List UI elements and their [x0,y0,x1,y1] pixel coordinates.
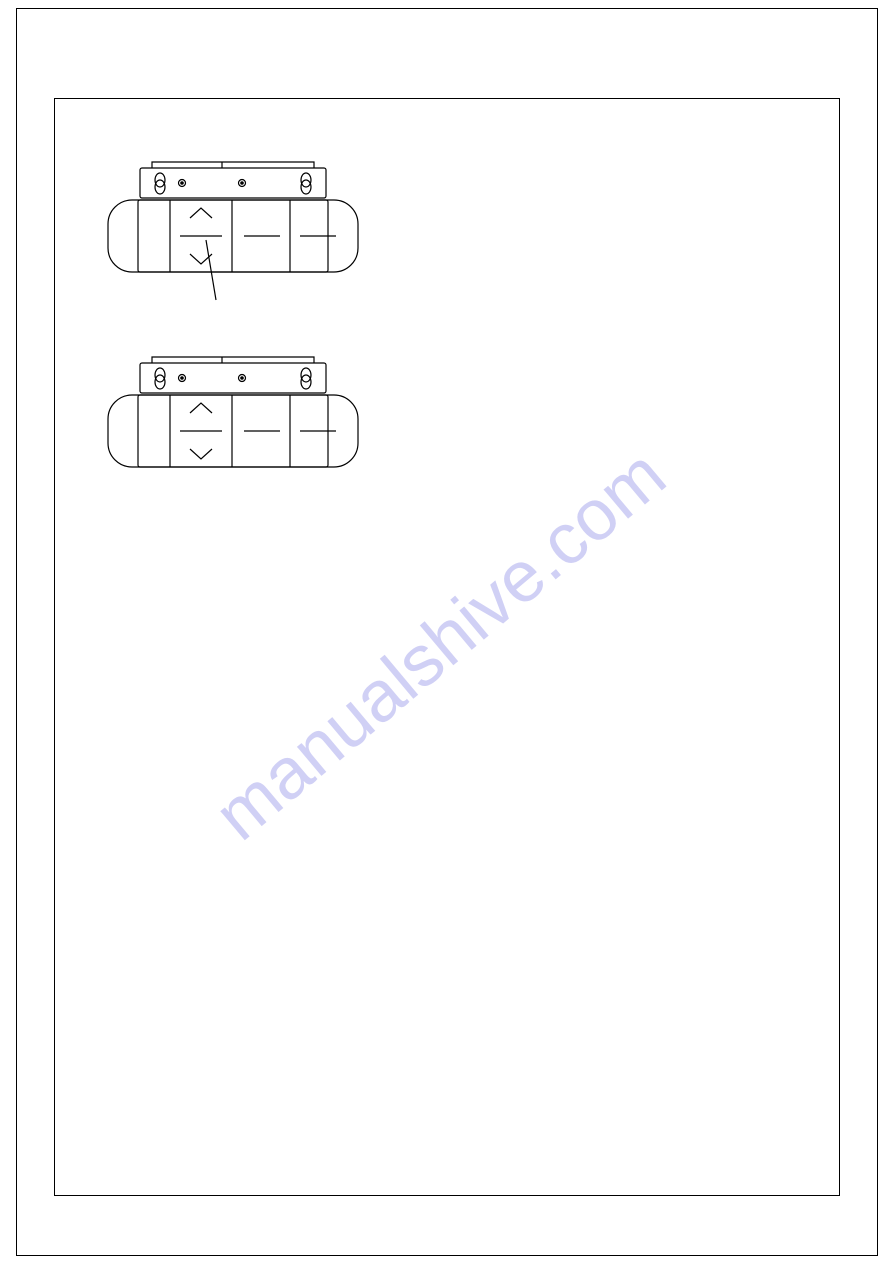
device-diagram-2 [104,355,362,505]
device-diagram-1 [104,160,362,310]
